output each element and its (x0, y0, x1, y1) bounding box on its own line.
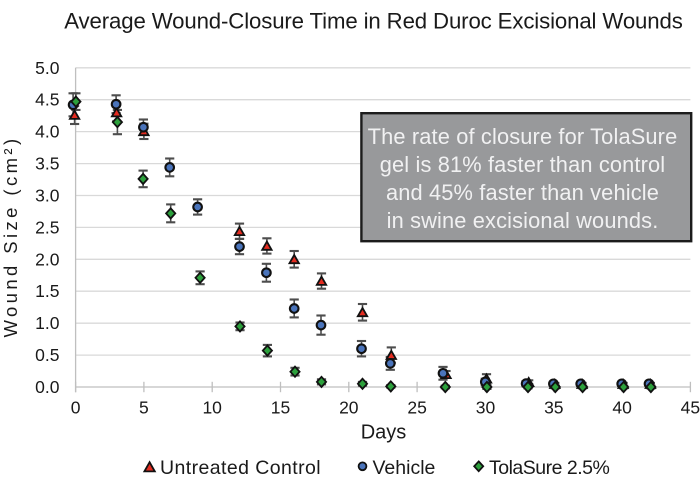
svg-text:0.0: 0.0 (35, 377, 60, 397)
svg-text:TolaSure 2.5%: TolaSure 2.5% (489, 457, 609, 479)
svg-text:5: 5 (139, 398, 149, 418)
svg-text:15: 15 (271, 398, 290, 418)
svg-text:Wound Size (cm²): Wound Size (cm²) (0, 135, 21, 337)
svg-text:35: 35 (544, 398, 563, 418)
svg-text:Average Wound-Closure Time in: Average Wound-Closure Time in Red Duroc … (64, 9, 682, 34)
svg-text:Untreated Control: Untreated Control (160, 457, 321, 479)
svg-text:4.5: 4.5 (35, 90, 59, 110)
svg-text:1.5: 1.5 (35, 281, 59, 301)
svg-text:The rate of closure for TolaSu: The rate of closure for TolaSure (368, 124, 678, 149)
svg-text:5.0: 5.0 (35, 58, 60, 78)
svg-text:2.5: 2.5 (35, 217, 59, 237)
svg-text:and 45% faster than vehicle: and 45% faster than vehicle (386, 180, 659, 205)
svg-text:25: 25 (407, 398, 426, 418)
svg-text:gel is 81% faster than control: gel is 81% faster than control (380, 152, 666, 177)
svg-text:20: 20 (339, 398, 359, 418)
svg-text:0.5: 0.5 (35, 345, 59, 365)
svg-text:Days: Days (361, 422, 407, 444)
svg-text:2.0: 2.0 (35, 249, 60, 269)
svg-text:30: 30 (476, 398, 496, 418)
svg-text:0: 0 (71, 398, 81, 418)
svg-text:3.0: 3.0 (35, 186, 60, 206)
svg-text:Vehicle: Vehicle (373, 457, 436, 479)
svg-text:4.0: 4.0 (35, 122, 60, 142)
svg-text:40: 40 (612, 398, 632, 418)
svg-text:10: 10 (202, 398, 222, 418)
svg-text:3.5: 3.5 (35, 154, 59, 174)
svg-text:in swine excisional wounds.: in swine excisional wounds. (387, 208, 659, 233)
svg-text:1.0: 1.0 (35, 313, 60, 333)
svg-text:45: 45 (681, 398, 700, 418)
